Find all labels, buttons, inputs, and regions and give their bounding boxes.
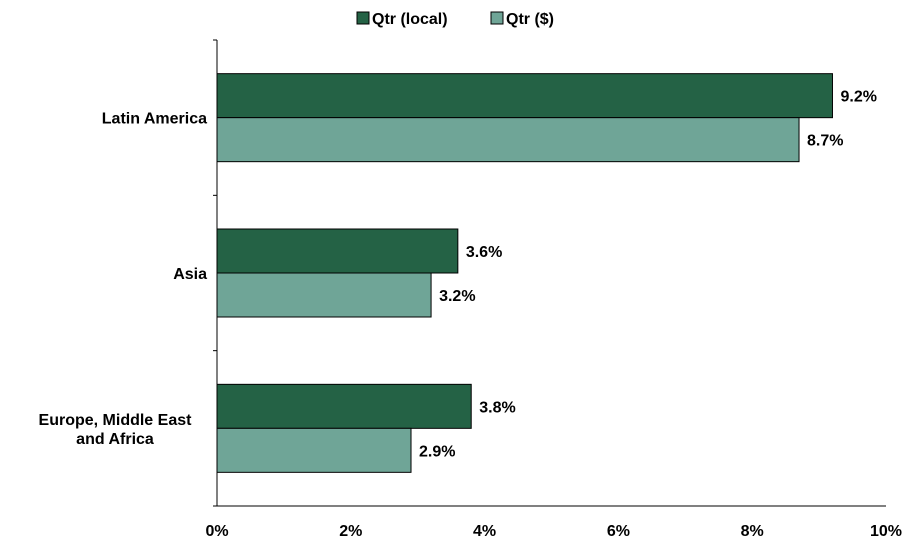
bar-1-0 — [216, 117, 800, 163]
x-tick-label-2: 4% — [473, 523, 496, 540]
x-tick-label-1: 2% — [339, 523, 362, 540]
x-tick-label-0: 0% — [205, 523, 228, 540]
legend-swatch-1 — [490, 11, 504, 25]
axes: Latin America Asia Europe, Middle East and … — [39, 39, 902, 540]
data-label-0-0: 9.2% — [840, 89, 876, 106]
x-tick-label-5: 10% — [870, 523, 902, 540]
legend-label-1: Qtr ($) — [506, 11, 554, 28]
data-label-1-2: 2.9% — [419, 443, 455, 460]
legend-swatch-0 — [356, 11, 370, 25]
data-labels: 9.2% 8.7% 3.6% 3.2% 3.8% 2.9% — [419, 89, 877, 461]
data-label-0-2: 3.8% — [479, 399, 515, 416]
bar-0-2 — [216, 383, 472, 429]
data-label-1-0: 8.7% — [807, 133, 843, 150]
bar-1-2 — [216, 427, 412, 473]
x-tick-label-4: 8% — [741, 523, 764, 540]
category-label-2: Europe, Middle East and Africa — [39, 412, 193, 448]
bar-0-1 — [216, 228, 459, 274]
x-tick-label-3: 6% — [607, 523, 630, 540]
data-label-1-1: 3.2% — [439, 288, 475, 305]
category-label-0: Latin America — [102, 111, 207, 128]
legend: Qtr (local) Qtr ($) — [356, 11, 554, 28]
bar-1-1 — [216, 272, 432, 318]
legend-label-0: Qtr (local) — [372, 11, 448, 28]
bar-0-0 — [216, 73, 833, 119]
category-label-1: Asia — [173, 266, 207, 283]
data-label-0-1: 3.6% — [466, 244, 502, 261]
bars — [216, 73, 833, 473]
